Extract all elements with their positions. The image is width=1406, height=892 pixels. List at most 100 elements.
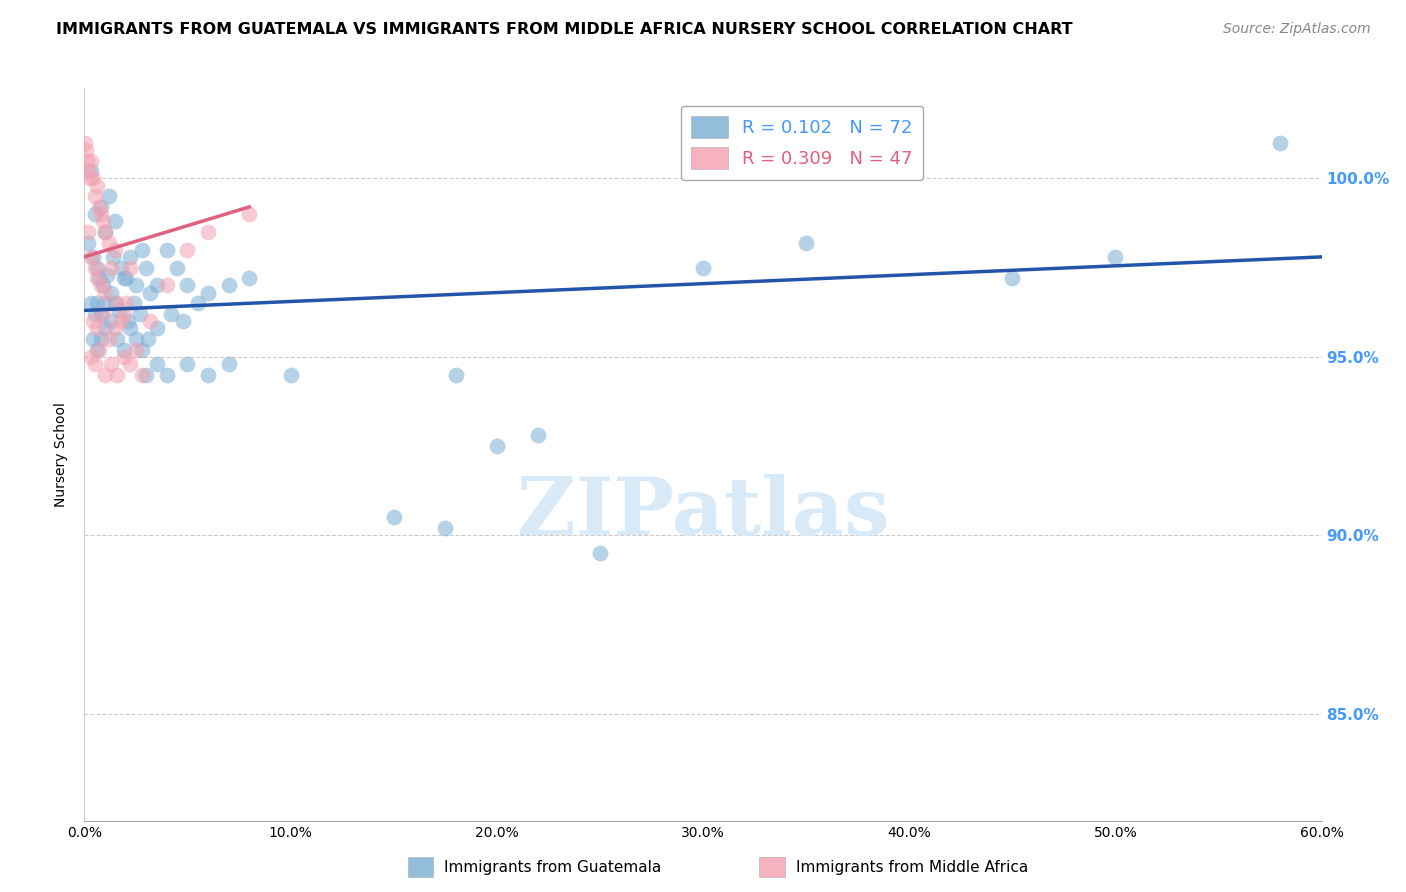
Point <box>172 314 194 328</box>
Point <box>145 357 167 371</box>
Point <box>90 278 112 293</box>
Point <box>82 250 104 264</box>
Point <box>136 332 159 346</box>
Point <box>139 285 162 300</box>
Point <box>1001 271 1024 285</box>
Point <box>100 285 122 300</box>
Point <box>114 296 136 310</box>
Point <box>131 368 153 382</box>
Point <box>76 153 98 168</box>
Point <box>176 278 198 293</box>
Point <box>83 207 105 221</box>
Point <box>91 278 114 293</box>
Text: Immigrants from Guatemala: Immigrants from Guatemala <box>444 860 662 874</box>
Point <box>86 343 108 357</box>
Point <box>139 314 162 328</box>
Point <box>104 243 127 257</box>
Point <box>96 268 118 282</box>
Point <box>75 136 97 150</box>
Point <box>135 260 157 275</box>
Point <box>105 368 128 382</box>
Point <box>79 296 101 310</box>
Point <box>100 260 122 275</box>
Legend: R = 0.102   N = 72, R = 0.309   N = 47: R = 0.102 N = 72, R = 0.309 N = 47 <box>681 105 924 180</box>
Point <box>238 271 260 285</box>
Point <box>527 428 550 442</box>
Point <box>90 200 112 214</box>
Point <box>94 285 117 300</box>
Point <box>90 307 112 321</box>
Point <box>77 164 100 178</box>
Point <box>90 207 112 221</box>
Point <box>105 296 128 310</box>
Point <box>794 235 817 250</box>
Point <box>77 235 100 250</box>
Point <box>166 260 188 275</box>
Point <box>94 225 117 239</box>
Point <box>117 314 139 328</box>
Point <box>110 260 132 275</box>
Point <box>79 164 101 178</box>
Point <box>382 510 405 524</box>
Point <box>100 357 122 371</box>
Point <box>485 439 508 453</box>
Point <box>692 260 714 275</box>
Point <box>160 307 183 321</box>
Point <box>86 321 108 335</box>
Point <box>156 368 179 382</box>
Point <box>94 296 117 310</box>
Point <box>83 260 105 275</box>
Point <box>83 357 105 371</box>
Point <box>131 343 153 357</box>
Point <box>94 321 117 335</box>
Point <box>104 321 127 335</box>
Point <box>100 314 122 328</box>
Point <box>131 243 153 257</box>
Point <box>125 278 148 293</box>
Point <box>156 243 179 257</box>
Point <box>90 332 112 346</box>
Point <box>135 368 157 382</box>
Point <box>79 350 101 364</box>
Point <box>112 307 135 321</box>
Point <box>197 225 219 239</box>
Point <box>105 332 128 346</box>
Point <box>98 189 121 203</box>
Point <box>1270 136 1292 150</box>
Text: IMMIGRANTS FROM GUATEMALA VS IMMIGRANTS FROM MIDDLE AFRICA NURSERY SCHOOL CORREL: IMMIGRANTS FROM GUATEMALA VS IMMIGRANTS … <box>56 22 1073 37</box>
Point <box>112 271 135 285</box>
Point <box>118 260 141 275</box>
Y-axis label: Nursery School: Nursery School <box>55 402 69 508</box>
Point <box>87 200 110 214</box>
Point <box>104 214 127 228</box>
Point <box>86 178 108 193</box>
Point <box>77 225 100 239</box>
Point <box>79 153 101 168</box>
Point <box>75 143 97 157</box>
Point <box>83 307 105 321</box>
Point <box>218 278 240 293</box>
Point <box>589 546 612 560</box>
Point <box>125 343 148 357</box>
Text: ZIPatlas: ZIPatlas <box>517 475 889 552</box>
Point <box>108 303 131 318</box>
Point <box>112 343 135 357</box>
Point <box>87 343 110 357</box>
Point <box>86 296 108 310</box>
Point <box>129 307 152 321</box>
Point <box>91 307 114 321</box>
Point <box>110 314 132 328</box>
Point <box>94 368 117 382</box>
Point <box>118 321 141 335</box>
Point <box>218 357 240 371</box>
Point <box>197 368 219 382</box>
Point <box>91 214 114 228</box>
Point <box>86 260 108 275</box>
Point <box>176 357 198 371</box>
Point <box>118 250 141 264</box>
Point <box>94 225 117 239</box>
Point <box>98 332 121 346</box>
Point <box>1104 250 1126 264</box>
Point <box>434 521 457 535</box>
Point <box>82 171 104 186</box>
